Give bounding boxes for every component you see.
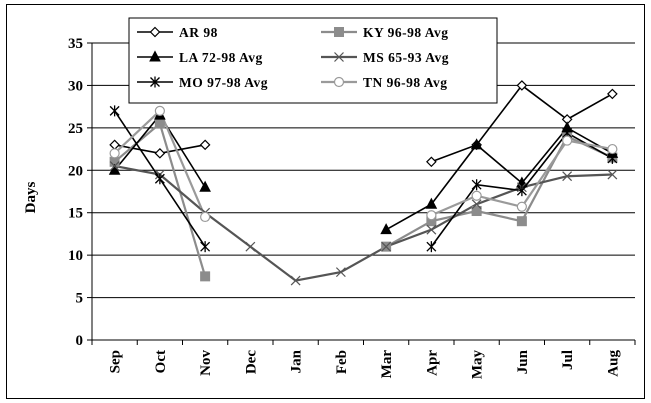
x-tick-label: Aug <box>605 350 621 377</box>
data-point-circle <box>426 210 437 221</box>
data-point-x <box>607 169 618 180</box>
series-line <box>385 126 613 231</box>
x-tick-label: May <box>470 350 486 380</box>
chart-frame: 0 5 10 15 20 25 30 35 Sep Oct Nov Dec Jan Feb Mar Apr Ma… <box>6 4 645 399</box>
data-point-diamond <box>516 80 528 91</box>
data-point-square <box>154 118 165 129</box>
legend-label: KY 96-98 Avg <box>363 25 449 40</box>
data-point-circle <box>109 148 120 159</box>
data-point-square <box>516 216 527 227</box>
data-point-circle <box>562 135 573 146</box>
legend: AR 98 KY 96-98 Avg LA 72-98 Avg MS 65-93 Av… <box>128 17 498 104</box>
data-point-diamond <box>199 139 211 151</box>
data-point-x-stroke <box>109 161 120 171</box>
legend-label: TN 96-98 Avg <box>363 75 448 90</box>
data-point-x-stroke <box>290 275 301 286</box>
data-point-asterisk <box>200 241 211 253</box>
data-point-diamond <box>607 88 618 100</box>
data-point-x-stroke <box>334 52 344 62</box>
series-lines <box>108 80 619 286</box>
y-tick-label: 35 <box>68 36 83 52</box>
x-tick-label: Jan <box>289 349 305 373</box>
series-line <box>385 134 613 248</box>
data-point-asterisk <box>154 173 165 185</box>
data-point-circle <box>333 76 345 88</box>
series-3 <box>114 164 613 282</box>
x-tick-label: Dec <box>243 350 259 374</box>
y-tick-label: 10 <box>68 248 83 264</box>
data-point-x-stroke <box>335 267 346 278</box>
series-markers-4 <box>109 105 618 253</box>
data-point-x <box>426 224 437 235</box>
data-point-x <box>471 199 482 210</box>
data-point-triangle <box>108 163 121 175</box>
series-markers-1 <box>109 118 618 282</box>
data-point-x <box>562 171 573 182</box>
data-point-x-stroke <box>562 171 573 182</box>
data-point-x <box>335 267 346 278</box>
x-tick-label: Mar <box>379 350 395 379</box>
data-point-x <box>381 241 392 252</box>
data-point-x <box>334 52 344 62</box>
x-tick-label: Feb <box>334 350 350 374</box>
data-point-square <box>200 271 211 282</box>
data-point-asterisk <box>426 241 437 253</box>
data-point-circle <box>154 105 165 116</box>
data-point-x <box>290 275 301 286</box>
data-point-x-stroke <box>381 241 392 252</box>
data-point-asterisk <box>150 76 160 88</box>
y-tick-label: 30 <box>68 78 83 94</box>
data-point-triangle <box>380 223 392 235</box>
data-point-diamond <box>426 156 437 168</box>
series-line <box>114 164 613 282</box>
y-tick-label: 0 <box>76 333 84 349</box>
x-tick-label: Jun <box>515 349 531 374</box>
data-point-diamond <box>154 147 166 159</box>
data-point-asterisk <box>516 185 527 197</box>
legend-label: AR 98 <box>179 25 218 40</box>
data-point-diamond <box>109 139 120 151</box>
line-chart: 0 5 10 15 20 25 30 35 Sep Oct Nov Dec Jan Feb Mar Apr Ma… <box>23 17 636 380</box>
y-tick-label: 15 <box>68 206 83 222</box>
data-point-x-stroke <box>426 224 437 235</box>
data-point-asterisk <box>109 105 120 117</box>
data-point-asterisk <box>607 152 618 164</box>
data-point-circle <box>471 190 482 201</box>
data-point-triangle <box>149 50 161 62</box>
y-tick-label: 25 <box>68 121 83 137</box>
data-point-x-stroke <box>471 199 482 210</box>
y-tick-label: 20 <box>68 163 83 179</box>
data-point-square <box>471 206 482 217</box>
data-point-x-stroke <box>245 241 256 252</box>
x-tick-label: Oct <box>153 350 169 373</box>
data-point-x-stroke <box>607 169 618 180</box>
data-point-asterisk <box>471 179 482 191</box>
data-point-x <box>245 241 256 252</box>
legend-box <box>128 17 498 104</box>
data-point-square <box>334 27 344 37</box>
data-point-x <box>109 161 120 171</box>
legend-label: MS 65-93 Avg <box>363 50 449 65</box>
data-point-circle <box>516 201 527 212</box>
series-markers-5 <box>109 105 618 223</box>
data-point-triangle <box>425 197 438 209</box>
data-point-triangle <box>199 180 211 192</box>
y-tick-label: 5 <box>76 291 84 307</box>
data-point-diamond <box>149 26 161 38</box>
x-tick-label: Sep <box>108 350 124 373</box>
data-point-triangle <box>470 138 483 150</box>
axes: 0 5 10 15 20 25 30 35 Sep Oct Nov Dec Jan Feb Mar Apr Ma… <box>68 36 636 380</box>
x-tick-label: Jul <box>560 350 576 370</box>
legend-label: LA 72-98 Avg <box>179 50 263 65</box>
x-tick-label: Nov <box>198 350 214 376</box>
legend-label: MO 97-98 Avg <box>179 75 268 90</box>
x-tick-label: Apr <box>424 350 440 376</box>
data-point-circle <box>607 143 618 155</box>
data-point-circle <box>200 211 211 223</box>
y-axis-title: Days <box>23 182 39 214</box>
